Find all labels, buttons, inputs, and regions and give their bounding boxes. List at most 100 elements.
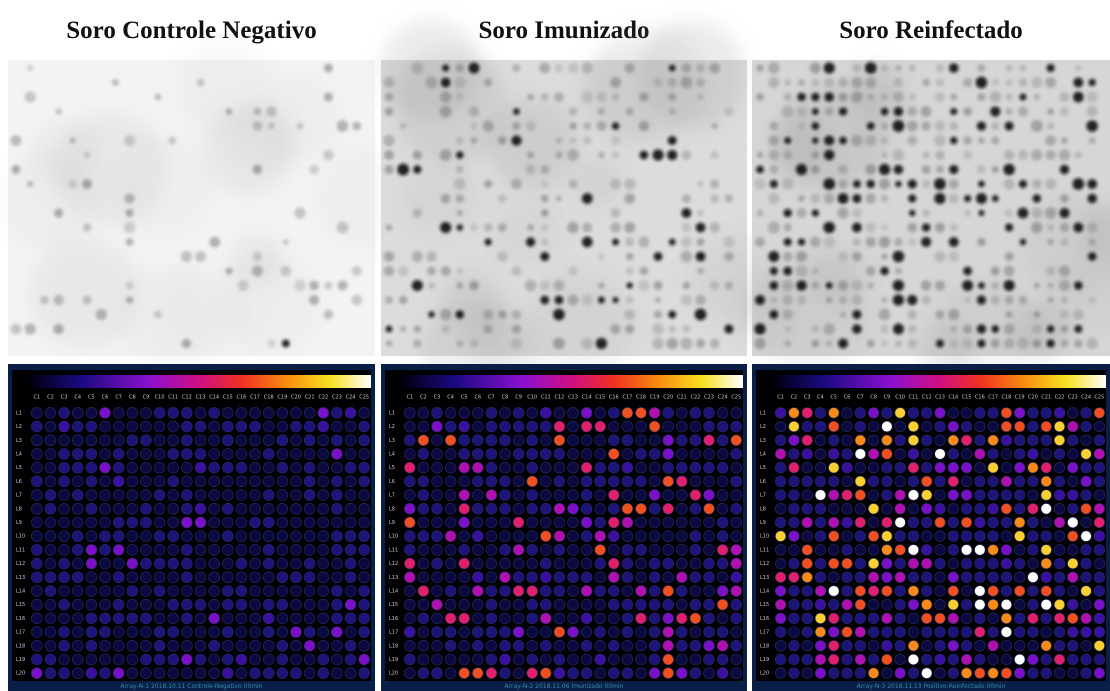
spot [331,654,342,665]
spot [595,407,606,418]
row-label: L16 [16,616,25,622]
scan-spot [892,120,904,132]
spot [45,599,56,610]
spot [789,668,800,679]
spot [222,517,233,528]
scan-spot [457,268,463,274]
scan-spot [852,252,862,262]
scan-spot [782,178,794,190]
spot [622,490,633,501]
spot [595,531,606,542]
spot [1067,640,1078,651]
spot [113,462,124,473]
spot [31,654,42,665]
spot [432,503,443,514]
scan-spot [413,150,422,159]
spot [802,503,813,514]
scan-spot [1003,164,1014,175]
scan-spot [598,297,605,304]
spot [100,435,111,446]
spot [140,517,151,528]
spot [815,586,826,597]
scan-spot [709,63,720,74]
scan-spot [540,252,549,261]
spot [154,462,165,473]
spot [988,490,999,501]
spot [168,654,179,665]
spot [988,627,999,638]
spot [359,435,370,446]
scan-spot [1031,222,1042,233]
spot [331,558,342,569]
spot [1014,613,1025,624]
spot [72,462,83,473]
spot [195,531,206,542]
spot [704,421,715,432]
spot [304,517,315,528]
spot [961,599,972,610]
scan-spot [682,223,692,233]
spot [717,654,728,665]
column-label: C6 [844,395,851,401]
spot [263,599,274,610]
scan-spot [909,94,916,101]
spot [935,435,946,446]
spot [432,435,443,446]
scan-spot [826,297,832,303]
spot [921,640,932,651]
spot [1014,572,1025,583]
spot [649,531,660,542]
spot [277,572,288,583]
spot [1014,490,1025,501]
spot [608,517,619,528]
spot [1067,558,1078,569]
spot [250,531,261,542]
spot [113,531,124,542]
scan-spot [252,265,263,276]
scan-spot [867,340,875,348]
scan-spot [893,92,904,103]
spot [304,476,315,487]
scan-spot [949,63,959,73]
spot [554,627,565,638]
spot [113,435,124,446]
spot [209,640,220,651]
spot [209,558,220,569]
spot [895,435,906,446]
spot [100,668,111,679]
spot [540,517,551,528]
spot [717,421,728,432]
spot [676,407,687,418]
scan-spot [796,164,807,175]
spot [1041,627,1052,638]
scan-spot [1004,323,1015,334]
spot [828,421,839,432]
scan-spot [1087,222,1097,232]
spot [1081,668,1092,679]
spot [486,531,497,542]
scan-spot [455,194,464,203]
spot [236,668,247,679]
scan-spot [1031,120,1043,132]
spot [868,421,879,432]
spot [802,435,813,446]
spot [31,558,42,569]
spot [59,599,70,610]
spot [895,462,906,473]
spot [789,599,800,610]
spot [486,435,497,446]
spot [1081,449,1092,460]
scan-spot [824,135,834,145]
spot [636,572,647,583]
scan-spot [253,165,263,175]
scan-spot [1088,79,1095,86]
scan-spot [1032,179,1042,189]
spot [513,572,524,583]
spot [486,586,497,597]
heatmap-panel: C1C2C3C4C5C6C7C8C9C10C11C12C13C14C15C16C… [381,364,747,691]
scan-spot [1073,309,1084,320]
spot [86,476,97,487]
spot [113,490,124,501]
scan-spot [949,165,958,174]
spot [45,435,56,446]
